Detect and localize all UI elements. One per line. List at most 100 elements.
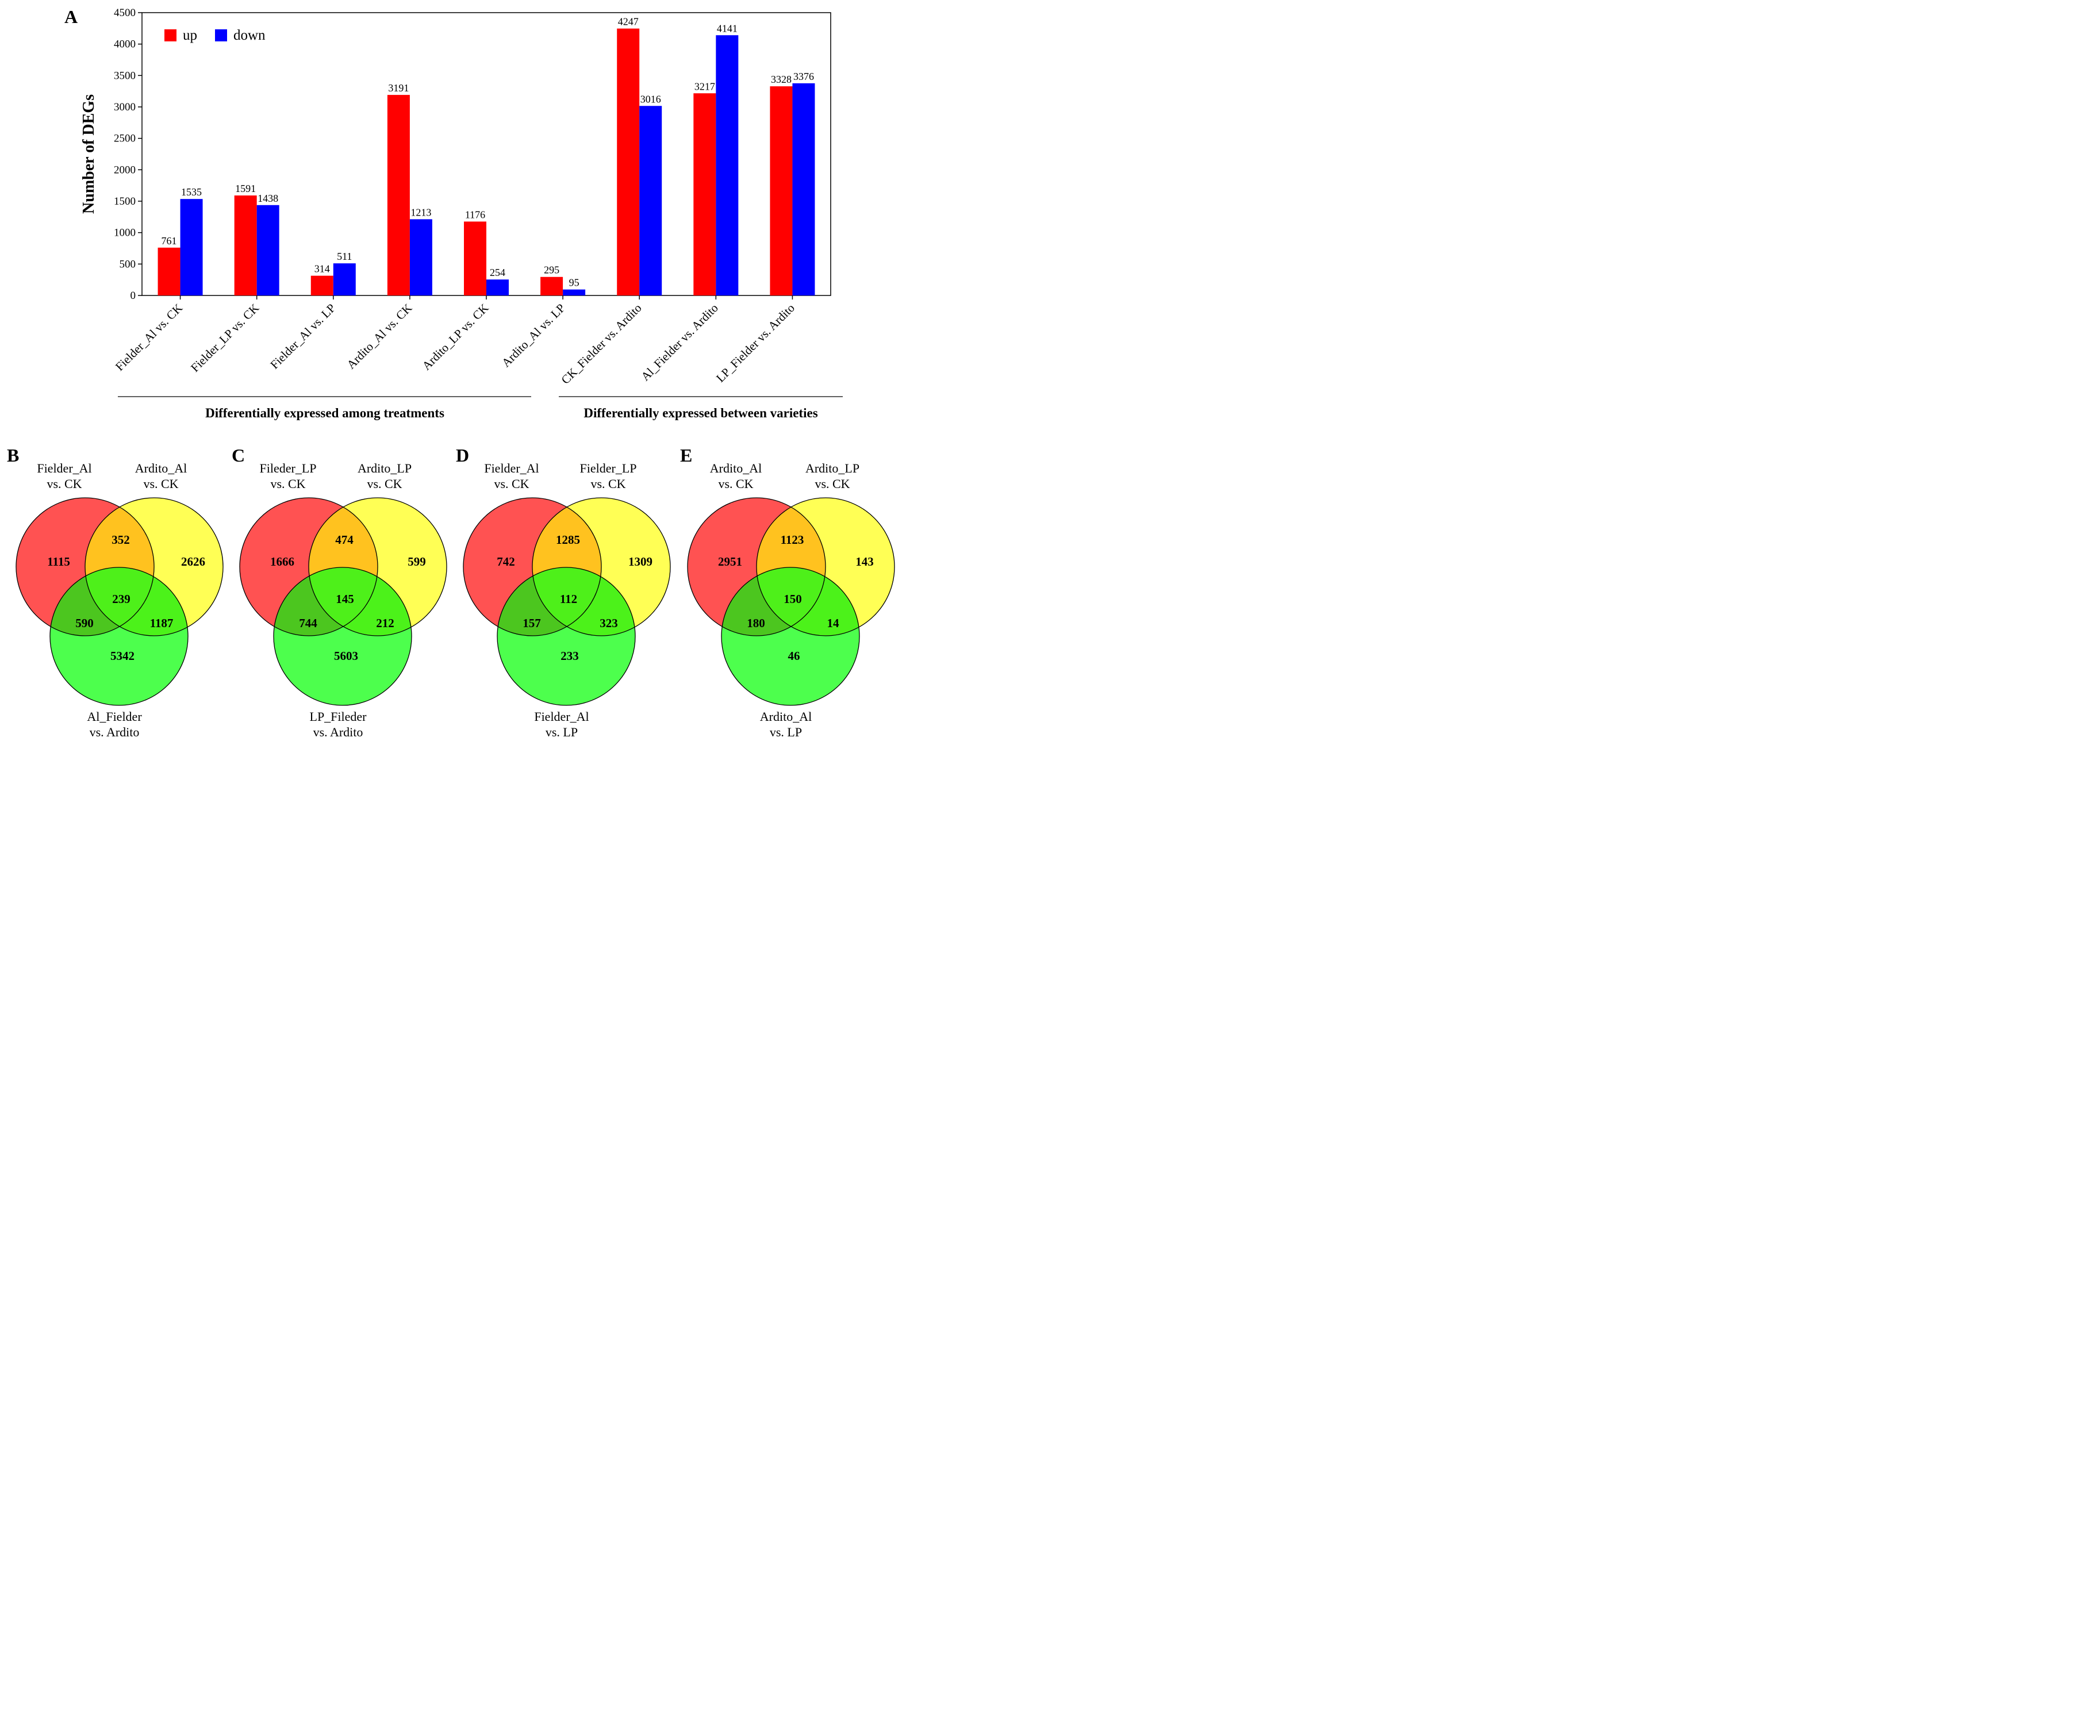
y-tick-label: 3000 xyxy=(114,101,136,113)
bar-up xyxy=(770,86,793,295)
venn-count-a: 1666 xyxy=(270,555,294,569)
x-tick-label: CK_Fielder vs. Ardito xyxy=(558,301,644,387)
venn-count-abc: 145 xyxy=(336,592,354,606)
legend-label-up: up xyxy=(183,28,197,43)
venn-count-c: 233 xyxy=(560,649,579,663)
x-tick-label: Ardito_Al vs. CK xyxy=(344,301,414,372)
venn-count-bc: 323 xyxy=(600,616,618,630)
venn-set-c-title: Ardito_Al xyxy=(760,709,812,724)
x-tick-label: LP_Fielder vs. Ardito xyxy=(713,301,797,385)
data-label-down: 1438 xyxy=(258,193,278,204)
venn-set-b-subtitle: vs. CK xyxy=(815,477,850,491)
legend-swatch-up xyxy=(164,29,176,41)
legend-label-down: down xyxy=(233,28,266,43)
data-label-up: 3328 xyxy=(771,74,792,85)
venn-set-a-subtitle: vs. CK xyxy=(47,477,82,491)
venn-outline xyxy=(49,567,189,706)
y-tick-label: 0 xyxy=(130,290,136,302)
venn-count-bc: 212 xyxy=(376,616,394,630)
x-tick-label: Ardito_Al vs. LP xyxy=(499,301,568,370)
venn-count-bc: 14 xyxy=(827,616,840,630)
venn-set-b-subtitle: vs. CK xyxy=(367,477,402,491)
venn-set-b-title: Ardito_LP xyxy=(358,461,412,475)
venn-outline xyxy=(308,497,447,636)
data-label-up: 3217 xyxy=(694,80,715,92)
panel-letter-c: C xyxy=(232,445,245,466)
venn-count-ac: 157 xyxy=(523,616,541,630)
venn-outline xyxy=(721,567,860,706)
venn-outline xyxy=(239,497,378,636)
venn-set-b-subtitle: vs. CK xyxy=(143,477,178,491)
venn-count-a: 1115 xyxy=(47,555,70,569)
venn-count-abc: 239 xyxy=(112,592,130,606)
x-tick-label: Fielder_Al vs. CK xyxy=(113,301,185,374)
venn-set-c-subtitle: vs. Ardito xyxy=(90,725,140,739)
legend-swatch-down xyxy=(215,29,227,41)
y-tick-label: 500 xyxy=(120,258,136,270)
venn-region-bc xyxy=(309,567,412,636)
data-label-up: 761 xyxy=(162,235,177,247)
venn-set-a-subtitle: vs. CK xyxy=(494,477,529,491)
bar-down xyxy=(486,279,509,295)
data-label-up: 3191 xyxy=(388,82,409,94)
y-tick-label: 1500 xyxy=(114,195,136,208)
data-label-down: 1213 xyxy=(410,206,431,218)
venn-set-a-title: Ardito_Al xyxy=(710,461,762,475)
bar-up xyxy=(617,28,640,295)
venn-count-c: 5342 xyxy=(110,649,135,663)
venn-count-c: 5603 xyxy=(334,649,358,663)
venn-set-c-title: LP_Fileder xyxy=(310,709,367,724)
venn-set-a-subtitle: vs. CK xyxy=(718,477,753,491)
venn-outline xyxy=(16,497,155,636)
venn-set-a-subtitle: vs. CK xyxy=(270,477,305,491)
y-tick-label: 2000 xyxy=(114,164,136,176)
group-label: Differentially expressed among treatment… xyxy=(205,406,444,420)
venn-set-b-title: Fielder_LP xyxy=(580,461,637,475)
x-tick-label: Fielder_LP vs. CK xyxy=(188,301,262,375)
data-label-up: 1176 xyxy=(465,209,485,220)
bar-down xyxy=(256,205,279,295)
bar-up xyxy=(464,221,486,295)
data-label-up: 4247 xyxy=(618,16,639,28)
bar-down xyxy=(563,289,586,295)
venn-count-b: 143 xyxy=(855,555,874,569)
bar-down xyxy=(639,106,662,295)
data-label-down: 3376 xyxy=(793,71,814,82)
venn-count-a: 742 xyxy=(497,555,515,569)
y-tick-label: 3500 xyxy=(114,70,136,82)
venn-count-b: 1309 xyxy=(628,555,652,569)
x-tick-label: Fielder_Al vs. LP xyxy=(267,301,338,372)
venn-count-ab: 1285 xyxy=(556,533,580,547)
y-tick-label: 1000 xyxy=(114,227,136,239)
venn-count-b: 2626 xyxy=(181,555,205,569)
venn-region-bc xyxy=(532,567,635,636)
group-label: Differentially expressed between varieti… xyxy=(583,406,817,420)
venn-set-c-subtitle: vs. LP xyxy=(546,725,578,739)
venn-set-b-title: Ardito_LP xyxy=(805,461,859,475)
panel-letter-d: D xyxy=(456,445,469,466)
venn-set-b-subtitle: vs. CK xyxy=(590,477,625,491)
bar-down xyxy=(333,263,356,295)
venn-panel-c: C 1666 599 5603 474 744 212 145 Fileder_LP vs. CK… xyxy=(232,445,447,739)
bar-down xyxy=(792,83,815,295)
bar-up xyxy=(540,276,563,295)
venn-panel-b: B 1115 2626 5342 352 590 1187 239 Fielder_Al vs. … xyxy=(7,445,224,739)
venn-set-c-subtitle: vs. Ardito xyxy=(313,725,363,739)
venn-count-ab: 1123 xyxy=(781,533,804,547)
bar-up xyxy=(234,195,257,295)
venn-count-a: 2951 xyxy=(718,555,742,569)
y-tick-label: 4000 xyxy=(114,39,136,51)
bar-chart-panel-a: A 0 500 1000 1500 2000 2500 3000 3500 4000 4500 Num… xyxy=(64,6,843,420)
venn-outline xyxy=(756,497,895,636)
bar-up xyxy=(693,93,716,296)
venn-count-abc: 112 xyxy=(560,592,577,606)
bar-down xyxy=(409,219,432,295)
venn-set-a-title: Fielder_Al xyxy=(37,461,91,475)
venn-outline xyxy=(463,497,602,636)
venn-count-ac: 590 xyxy=(75,616,94,630)
y-tick-label: 4500 xyxy=(114,7,136,19)
panel-letter-a: A xyxy=(64,6,78,27)
panel-letter-b: B xyxy=(7,445,19,466)
data-label-up: 1591 xyxy=(235,183,256,194)
venn-outline xyxy=(85,497,224,636)
